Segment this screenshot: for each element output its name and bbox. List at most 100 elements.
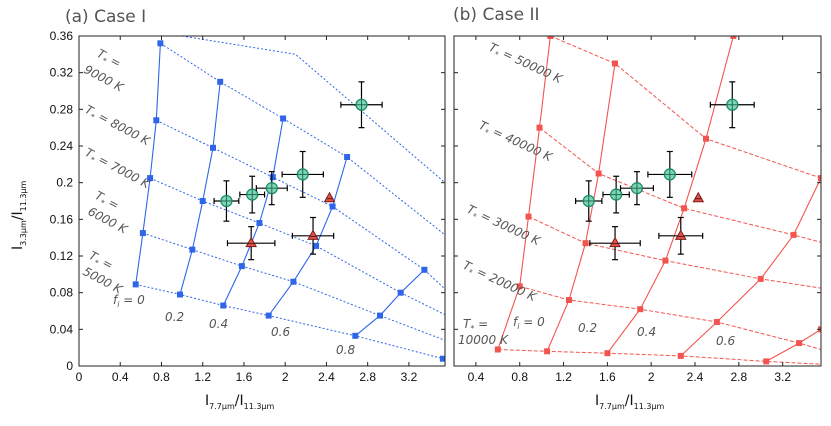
x-tick-label: 2 [648,370,655,384]
panel-b-title: (b) Case II [453,5,540,25]
y-tick-label: 0.28 [50,102,74,116]
t-line-5 [182,36,445,184]
t-line-2 [528,216,821,289]
f-line-0 [135,43,161,285]
panel-a-frame [78,35,446,367]
grid-node [153,117,160,124]
t-line-0 [135,283,444,360]
observation-point [647,150,693,198]
x-tick-label: 2 [282,370,289,384]
t-line-0 [497,349,821,365]
f-line-4 [354,269,425,337]
x-tick-label: 2.4 [687,370,704,384]
observation-point [619,171,654,206]
t-line-2 [149,177,445,316]
panel-b-observations [575,81,755,261]
label-f04-b: 0.4 [637,325,656,339]
t-line-3 [156,119,445,290]
grid-node [544,348,551,355]
panel-a-ylabel: I3.3μm/I11.3μm [10,180,28,250]
grid-node [256,220,263,226]
grid-node [703,135,709,142]
y-tick-label: 0.24 [50,139,74,153]
observation-point [255,171,288,206]
f-line-1 [179,81,221,295]
panel-a-title: (a) Case I [65,7,146,27]
f-line-2 [606,36,734,354]
grid-node [677,352,684,359]
f-line-4 [765,328,821,362]
panel-a-observations [213,81,383,261]
grid-node [290,278,297,285]
x-tick-label: 1.6 [599,370,616,384]
panel-b-xlabel: I7.7μm/I11.3μm [595,393,665,411]
triangle-marker [245,236,258,248]
y-tick-label: 0.2 [56,176,73,190]
grid-node [612,60,618,67]
grid-node [189,246,196,253]
label-t9000-line2: 9000 K [82,62,127,95]
grid-node [421,266,428,273]
grid-node [199,198,206,204]
x-tick-label: 1.2 [194,370,211,384]
label-t30000: T* = 30000 K [464,202,543,250]
observation-point [323,191,336,203]
grid-node [516,283,523,290]
label-f06-b: 0.6 [716,334,735,348]
panel-a-model-grid [132,36,445,362]
panel-b-annotations: T* = 50000 K T* = 40000 K T* = 30000 K T… [458,40,735,348]
grid-node [313,242,320,249]
grid-node [790,231,797,238]
x-tick-label: 1.2 [555,370,572,384]
f-line-1 [546,63,616,352]
grid-node [269,174,276,181]
grid-node [210,144,216,151]
label-t40000: T* = 40000 K [476,118,555,166]
y-tick-label: 0.16 [50,212,74,226]
grid-node [796,340,803,347]
y-tick-label: 0.32 [50,66,74,80]
x-tick-label: 0.4 [468,370,485,384]
x-tick-label: 3.2 [774,370,791,384]
f-line-3 [680,177,821,357]
grid-node [681,205,688,212]
label-t6000-line2: 6000 K [86,204,131,237]
label-f06: 0.6 [271,325,290,339]
observation-point [213,180,240,222]
grid-node [329,203,336,210]
x-tick-label: 2.8 [730,370,747,384]
grid-node [763,358,770,365]
x-tick-label: 0.4 [112,370,129,384]
label-f02-b: 0.2 [578,321,597,335]
x-tick-label: 2.4 [318,370,335,384]
panel-a-annotations: T* = 9000 K T* = 8000 K T* = 7000 K T* =… [81,46,356,357]
grid-node [536,124,543,131]
label-t9000-line1: T* = [94,46,124,72]
observation-point [692,191,705,203]
observation-point [226,226,276,261]
grid-node [217,78,224,85]
grid-node [662,257,669,264]
x-tick-label: 1.6 [236,370,253,384]
grid-node [757,275,764,282]
label-t5000-line1: T* = [86,248,116,274]
grid-node [157,40,164,47]
observation-point [340,81,383,129]
panel-b-ticks: 0.4 0.8 1.2 1.6 2 2.4 2.8 3.2 [454,35,821,384]
label-t6000-line1: T* = [92,188,122,214]
label-t10000-line2: 10000 K [458,333,509,347]
observation-point [239,175,266,214]
y-tick-label: 0.08 [50,286,74,300]
label-t7000: T* = 7000 K [82,145,153,193]
label-f08: 0.8 [336,343,355,357]
observation-point [575,180,603,222]
panel-a-xlabel: I7.7μm/I11.3μm [205,393,275,411]
grid-node [238,263,245,270]
triangle-marker [692,191,705,203]
grid-node [547,36,554,39]
grid-node [566,297,572,303]
x-tick-label: 3.2 [401,370,418,384]
label-t20000: T* = 20000 K [460,258,539,306]
grid-node [344,154,351,160]
y-tick-label: 0.04 [50,322,74,336]
